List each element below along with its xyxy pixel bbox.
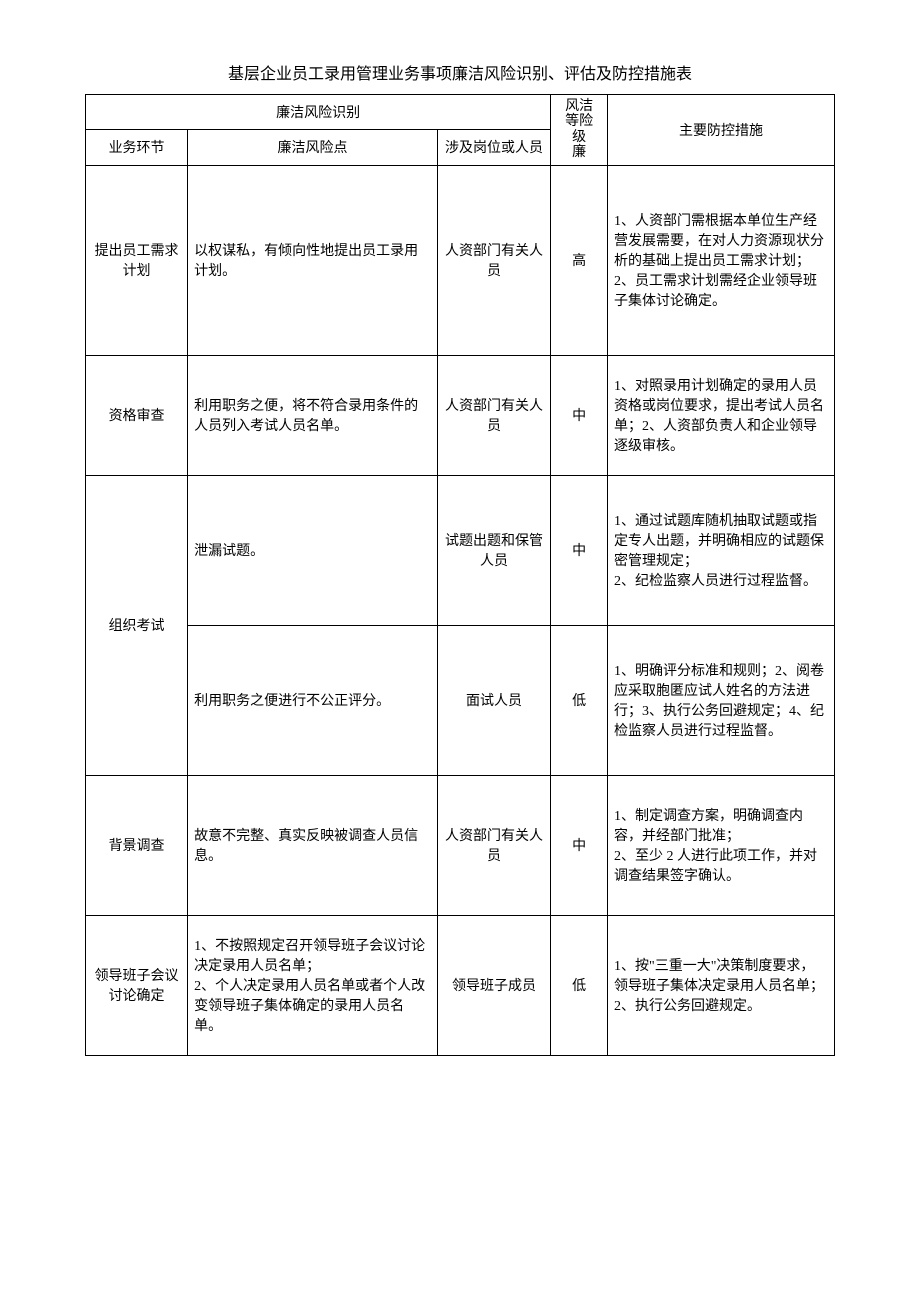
cell-personnel: 人资部门有关人员 — [437, 355, 550, 475]
table-row: 资格审查 利用职务之便，将不符合录用条件的人员列入考试人员名单。 人资部门有关人… — [86, 355, 835, 475]
cell-measures: 1、通过试题库随机抽取试题或指定专人出题，并明确相应的试题保密管理规定；2、纪检… — [608, 475, 835, 625]
cell-measures: 1、明确评分标准和规则；2、阅卷应采取胞匿应试人姓名的方法进行；3、执行公务回避… — [608, 625, 835, 775]
table-row: 背景调查 故意不完整、真实反映被调查人员信息。 人资部门有关人员 中 1、制定调… — [86, 775, 835, 915]
cell-risk: 泄漏试题。 — [188, 475, 438, 625]
header-risk: 廉洁风险点 — [188, 130, 438, 165]
cell-risk: 利用职务之便进行不公正评分。 — [188, 625, 438, 775]
cell-level: 低 — [551, 625, 608, 775]
table-row: 利用职务之便进行不公正评分。 面试人员 低 1、明确评分标准和规则；2、阅卷应采… — [86, 625, 835, 775]
cell-level: 高 — [551, 165, 608, 355]
cell-risk: 故意不完整、真实反映被调查人员信息。 — [188, 775, 438, 915]
table-row: 组织考试 泄漏试题。 试题出题和保管人员 中 1、通过试题库随机抽取试题或指定专… — [86, 475, 835, 625]
cell-personnel: 面试人员 — [437, 625, 550, 775]
cell-stage: 资格审查 — [86, 355, 188, 475]
header-row-1: 廉洁风险识别 风洁 等险 级 廉 主要防控措施 — [86, 95, 835, 130]
cell-stage: 领导班子会议讨论确定 — [86, 915, 188, 1055]
cell-risk: 利用职务之便，将不符合录用条件的人员列入考试人员名单。 — [188, 355, 438, 475]
header-stage: 业务环节 — [86, 130, 188, 165]
cell-risk: 以权谋私，有倾向性地提出员工录用计划。 — [188, 165, 438, 355]
cell-level: 低 — [551, 915, 608, 1055]
header-level-text4: 廉 — [572, 145, 586, 160]
header-level-text1: 风洁 — [565, 99, 593, 114]
cell-measures: 1、人资部门需根据本单位生产经营发展需要，在对人力资源现状分析的基础上提出员工需… — [608, 165, 835, 355]
cell-stage: 组织考试 — [86, 475, 188, 775]
table-row: 领导班子会议讨论确定 1、不按照规定召开领导班子会议讨论决定录用人员名单；2、个… — [86, 915, 835, 1055]
header-level-text3: 级 — [572, 130, 586, 145]
header-level-text2: 等险 — [565, 114, 593, 129]
cell-stage: 提出员工需求计划 — [86, 165, 188, 355]
cell-personnel: 人资部门有关人员 — [437, 165, 550, 355]
risk-table: 廉洁风险识别 风洁 等险 级 廉 主要防控措施 业务环节 廉洁风险点 涉及岗位或… — [85, 94, 835, 1056]
cell-personnel: 试题出题和保管人员 — [437, 475, 550, 625]
cell-level: 中 — [551, 775, 608, 915]
cell-level: 中 — [551, 475, 608, 625]
cell-personnel: 领导班子成员 — [437, 915, 550, 1055]
document-title: 基层企业员工录用管理业务事项廉洁风险识别、评估及防控措施表 — [85, 60, 835, 84]
header-personnel: 涉及岗位或人员 — [437, 130, 550, 165]
header-measures: 主要防控措施 — [608, 95, 835, 166]
table-row: 提出员工需求计划 以权谋私，有倾向性地提出员工录用计划。 人资部门有关人员 高 … — [86, 165, 835, 355]
cell-measures: 1、对照录用计划确定的录用人员资格或岗位要求，提出考试人员名单；2、人资部负责人… — [608, 355, 835, 475]
cell-personnel: 人资部门有关人员 — [437, 775, 550, 915]
cell-level: 中 — [551, 355, 608, 475]
cell-measures: 1、制定调查方案，明确调查内容，并经部门批准；2、至少 2 人进行此项工作，并对… — [608, 775, 835, 915]
cell-risk: 1、不按照规定召开领导班子会议讨论决定录用人员名单；2、个人决定录用人员名单或者… — [188, 915, 438, 1055]
header-group1: 廉洁风险识别 — [86, 95, 551, 130]
cell-stage: 背景调查 — [86, 775, 188, 915]
header-level: 风洁 等险 级 廉 — [551, 95, 608, 166]
cell-measures: 1、按"三重一大"决策制度要求，领导班子集体决定录用人员名单；2、执行公务回避规… — [608, 915, 835, 1055]
